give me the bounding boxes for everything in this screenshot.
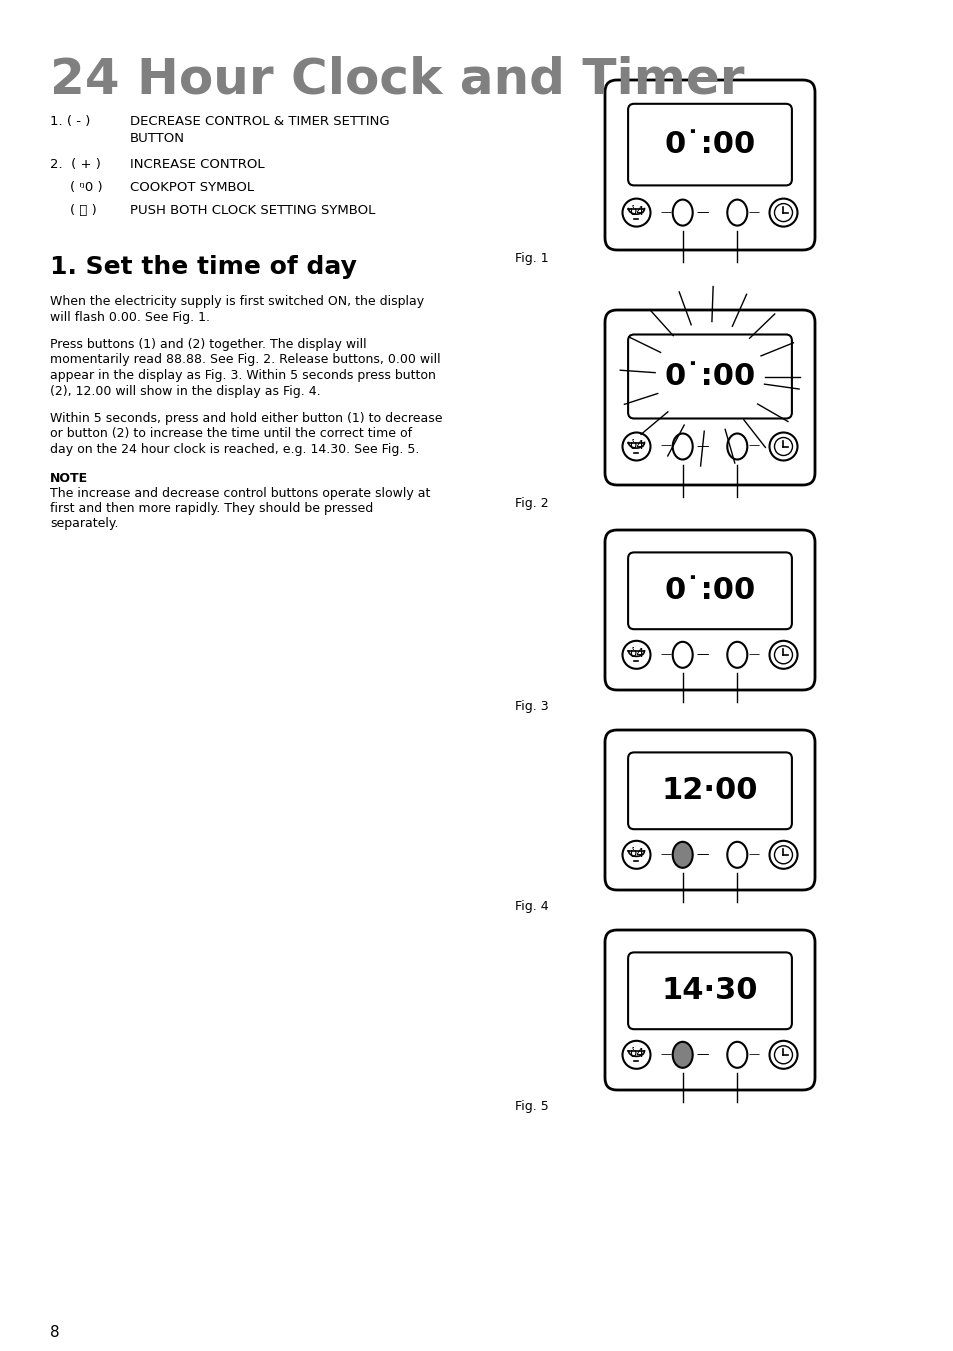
Circle shape (769, 432, 797, 461)
Text: ὑ4: ὑ4 (628, 847, 643, 861)
Text: 12·00: 12·00 (661, 777, 758, 805)
Text: —: — (748, 648, 759, 659)
Text: separately.: separately. (50, 517, 118, 531)
Text: —: — (659, 648, 671, 659)
Text: NOTE: NOTE (50, 473, 88, 485)
Text: Within 5 seconds, press and hold either button (1) to decrease: Within 5 seconds, press and hold either … (50, 412, 442, 426)
Text: Fig. 4: Fig. 4 (515, 900, 548, 913)
Text: ὑ4: ὑ4 (628, 1047, 643, 1061)
Circle shape (769, 640, 797, 669)
Text: Press buttons (1) and (2) together. The display will: Press buttons (1) and (2) together. The … (50, 338, 366, 351)
FancyBboxPatch shape (627, 104, 791, 185)
Text: ( ⧖ ): ( ⧖ ) (70, 204, 96, 218)
Text: ὑ4: ὑ4 (628, 439, 643, 453)
Text: —: — (696, 1048, 708, 1062)
Ellipse shape (726, 200, 746, 226)
Circle shape (622, 1040, 650, 1069)
Text: —: — (748, 440, 759, 450)
Text: The increase and decrease control buttons operate slowly at: The increase and decrease control button… (50, 486, 430, 500)
Text: appear in the display as Fig. 3. Within 5 seconds press button: appear in the display as Fig. 3. Within … (50, 369, 436, 382)
Text: ὑ4: ὑ4 (628, 205, 643, 218)
Ellipse shape (672, 1042, 692, 1067)
FancyBboxPatch shape (604, 929, 814, 1090)
Text: INCREASE CONTROL: INCREASE CONTROL (130, 158, 264, 172)
Text: —: — (748, 207, 759, 216)
FancyBboxPatch shape (604, 309, 814, 485)
Text: —: — (748, 848, 759, 859)
Text: —: — (659, 207, 671, 216)
Text: 0˙:00: 0˙:00 (663, 130, 755, 159)
Text: 0˙:00: 0˙:00 (663, 362, 755, 390)
Circle shape (769, 1040, 797, 1069)
Text: —: — (696, 440, 708, 453)
Text: COOKPOT SYMBOL: COOKPOT SYMBOL (130, 181, 253, 195)
Text: first and then more rapidly. They should be pressed: first and then more rapidly. They should… (50, 503, 373, 515)
Text: —: — (659, 1048, 671, 1059)
Text: Fig. 1: Fig. 1 (515, 253, 548, 265)
Circle shape (622, 640, 650, 669)
FancyBboxPatch shape (604, 730, 814, 890)
Text: Fig. 5: Fig. 5 (515, 1100, 548, 1113)
Text: 2.  ( + ): 2. ( + ) (50, 158, 101, 172)
Circle shape (774, 438, 792, 455)
Ellipse shape (726, 642, 746, 667)
FancyBboxPatch shape (627, 952, 791, 1029)
FancyBboxPatch shape (627, 753, 791, 830)
Circle shape (622, 432, 650, 461)
Circle shape (774, 846, 792, 863)
Text: day on the 24 hour clock is reached, e.g. 14.30. See Fig. 5.: day on the 24 hour clock is reached, e.g… (50, 443, 419, 457)
Circle shape (769, 199, 797, 227)
Text: 8: 8 (50, 1325, 59, 1340)
Text: PUSH BOTH CLOCK SETTING SYMBOL: PUSH BOTH CLOCK SETTING SYMBOL (130, 204, 375, 218)
FancyBboxPatch shape (627, 335, 791, 419)
Circle shape (769, 840, 797, 869)
Text: Fig. 2: Fig. 2 (515, 497, 548, 509)
Text: —: — (696, 207, 708, 219)
Text: momentarily read 88.88. See Fig. 2. Release buttons, 0.00 will: momentarily read 88.88. See Fig. 2. Rele… (50, 354, 440, 366)
Text: —: — (659, 848, 671, 859)
FancyBboxPatch shape (604, 80, 814, 250)
Text: or button (2) to increase the time until the correct time of: or button (2) to increase the time until… (50, 427, 412, 440)
Circle shape (774, 646, 792, 663)
Text: —: — (659, 440, 671, 450)
Text: 1. Set the time of day: 1. Set the time of day (50, 255, 356, 280)
Ellipse shape (726, 842, 746, 867)
Ellipse shape (726, 434, 746, 459)
FancyBboxPatch shape (627, 553, 791, 630)
Text: DECREASE CONTROL & TIMER SETTING: DECREASE CONTROL & TIMER SETTING (130, 115, 389, 128)
Ellipse shape (726, 1042, 746, 1067)
Text: will flash 0.00. See Fig. 1.: will flash 0.00. See Fig. 1. (50, 311, 210, 323)
Ellipse shape (672, 434, 692, 459)
FancyBboxPatch shape (604, 530, 814, 690)
Circle shape (622, 199, 650, 227)
Text: 0˙:00: 0˙:00 (663, 577, 755, 605)
Text: —: — (696, 848, 708, 862)
Circle shape (622, 840, 650, 869)
Circle shape (774, 204, 792, 222)
Circle shape (774, 1046, 792, 1063)
Text: BUTTON: BUTTON (130, 132, 185, 145)
Ellipse shape (672, 642, 692, 667)
Text: —: — (696, 648, 708, 661)
Text: 1. ( - ): 1. ( - ) (50, 115, 91, 128)
Text: ὑ4: ὑ4 (628, 647, 643, 661)
Text: When the electricity supply is first switched ON, the display: When the electricity supply is first swi… (50, 295, 424, 308)
Text: 24 Hour Clock and Timer: 24 Hour Clock and Timer (50, 55, 743, 103)
Text: ( ᵑ0 ): ( ᵑ0 ) (70, 181, 103, 195)
Text: (2), 12.00 will show in the display as Fig. 4.: (2), 12.00 will show in the display as F… (50, 385, 320, 397)
Ellipse shape (672, 200, 692, 226)
Ellipse shape (672, 842, 692, 867)
Text: Fig. 3: Fig. 3 (515, 700, 548, 713)
Text: —: — (748, 1048, 759, 1059)
Text: 14·30: 14·30 (661, 977, 758, 1005)
